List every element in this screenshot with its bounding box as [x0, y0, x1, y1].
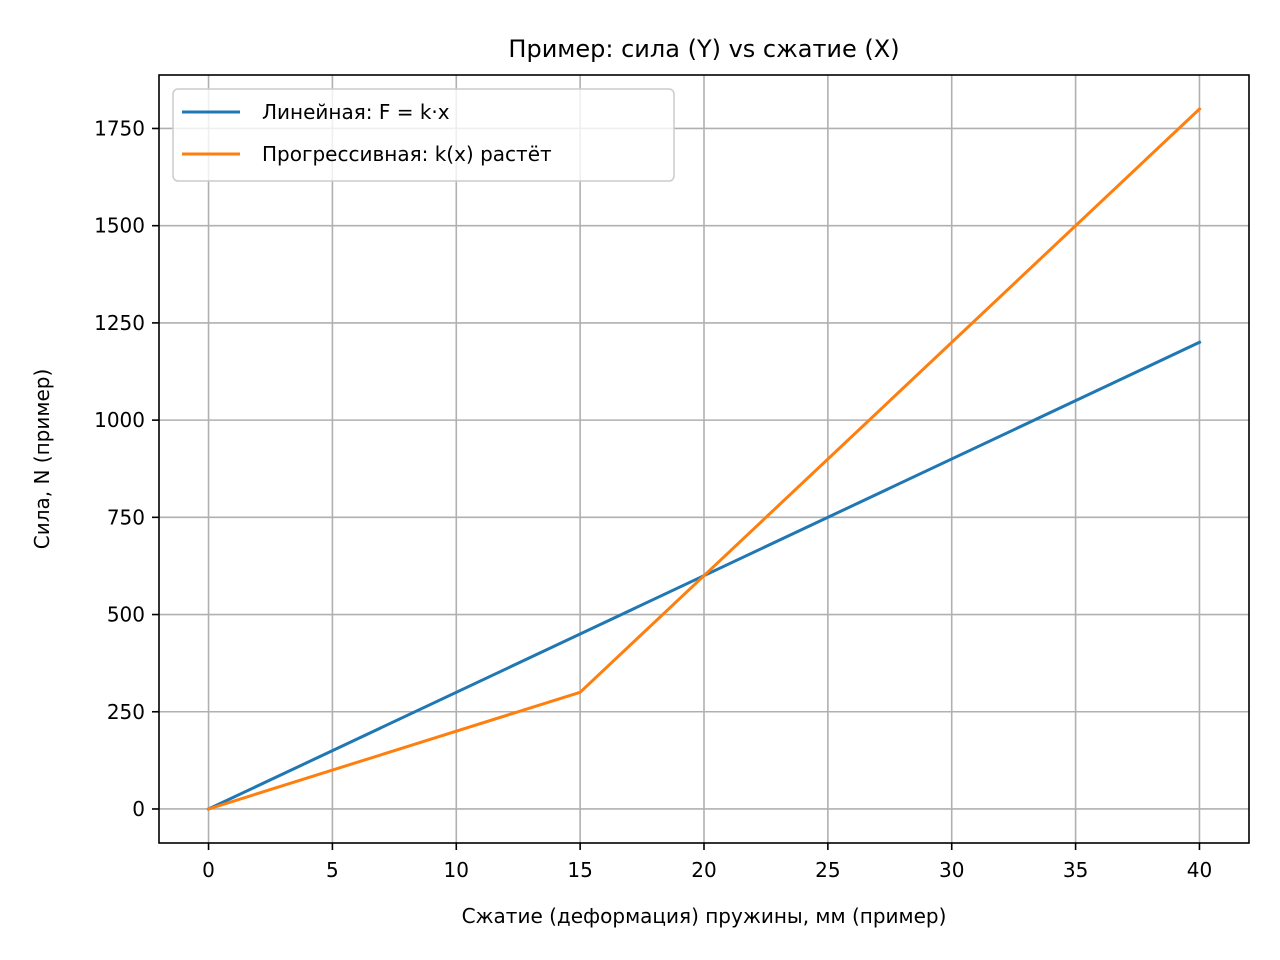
y-tick-label: 1250: [94, 311, 145, 335]
legend-label-linear: Линейная: F = k·x: [262, 100, 450, 124]
series-line-progressive: [206, 106, 1202, 811]
y-tick-label: 1750: [94, 116, 145, 140]
x-axis-label: Сжатие (деформация) пружины, мм (пример): [462, 904, 947, 928]
y-tick-label: 1000: [94, 408, 145, 432]
legend-label-progressive: Прогрессивная: k(x) растёт: [262, 142, 552, 166]
x-tick-label: 5: [326, 858, 339, 882]
x-tick-label: 35: [1063, 858, 1088, 882]
x-tick-label: 30: [939, 858, 964, 882]
x-tick-label: 20: [691, 858, 716, 882]
x-axis-ticks: 0 5 10 15 20 25 30 35 40: [202, 843, 1212, 882]
series-lines: [206, 106, 1202, 811]
y-axis-label: Сила, N (пример): [30, 369, 54, 550]
legend: Линейная: F = k·x Прогрессивная: k(x) ра…: [172, 88, 675, 182]
legend-item-progressive: Прогрессивная: k(x) растёт: [182, 142, 552, 166]
y-tick-label: 750: [107, 505, 145, 529]
x-tick-label: 25: [815, 858, 840, 882]
x-tick-label: 15: [567, 858, 592, 882]
y-axis-ticks: 0 250 500 750 1000 1250 1500 1750: [94, 116, 159, 821]
x-tick-label: 40: [1187, 858, 1212, 882]
chart-title: Пример: сила (Y) vs сжатие (X): [508, 35, 899, 63]
legend-item-linear: Линейная: F = k·x: [182, 100, 450, 124]
y-tick-label: 1500: [94, 214, 145, 238]
x-tick-label: 0: [202, 858, 215, 882]
y-tick-label: 250: [107, 700, 145, 724]
plot-area: 0 5 10 15 20 25 30 35 40 0 250 500 750 1000 1250 1500 1…: [94, 74, 1250, 882]
y-tick-label: 500: [107, 603, 145, 627]
legend-box: [172, 88, 675, 182]
x-tick-label: 10: [444, 858, 469, 882]
y-tick-label: 0: [132, 797, 145, 821]
